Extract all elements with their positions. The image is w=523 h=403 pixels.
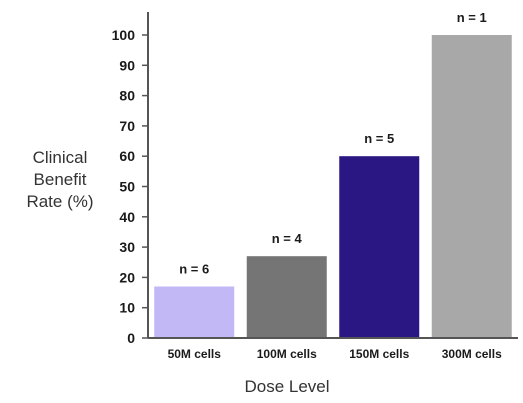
y-tick-label: 20 xyxy=(119,269,135,285)
y-axis-title-line: Rate (%) xyxy=(26,192,93,211)
data-label: n = 5 xyxy=(364,131,394,146)
y-tick-label: 70 xyxy=(119,118,135,134)
y-tick-label: 100 xyxy=(112,27,136,43)
y-axis-title-text: Clinical Benefit Rate (%) xyxy=(26,148,93,211)
bar xyxy=(154,286,235,338)
bar xyxy=(339,156,420,338)
y-tick-label: 80 xyxy=(119,88,135,104)
bar xyxy=(246,256,327,338)
y-axis: 0 10 20 30 40 50 60 70 80 90 100 xyxy=(112,12,149,346)
y-axis-title-line: Clinical xyxy=(33,148,88,167)
data-label: n = 1 xyxy=(457,10,487,25)
x-axis: 50M cells 100M cells 150M cells 300M cells xyxy=(148,337,518,361)
data-label: n = 6 xyxy=(179,261,209,276)
y-axis-title-line: Benefit xyxy=(34,170,87,189)
x-tick-label: 150M cells xyxy=(349,347,409,361)
y-tick-label: 10 xyxy=(119,300,135,316)
bar xyxy=(431,35,512,338)
x-tick-label: 50M cells xyxy=(168,347,222,361)
x-tick-label: 100M cells xyxy=(257,347,317,361)
y-tick-label: 90 xyxy=(119,57,135,73)
y-tick-label: 0 xyxy=(127,330,135,346)
y-tick-label: 60 xyxy=(119,148,135,164)
y-tick-label: 30 xyxy=(119,239,135,255)
data-label: n = 4 xyxy=(272,231,303,246)
y-tick-label: 50 xyxy=(119,179,135,195)
y-tick-label: 40 xyxy=(119,209,135,225)
y-axis-title: Clinical Benefit Rate (%) xyxy=(26,148,93,211)
bars: n = 6 n = 4 n = 5 n = 1 xyxy=(154,10,512,338)
x-axis-title: Dose Level xyxy=(244,377,329,396)
x-tick-label: 300M cells xyxy=(442,347,502,361)
